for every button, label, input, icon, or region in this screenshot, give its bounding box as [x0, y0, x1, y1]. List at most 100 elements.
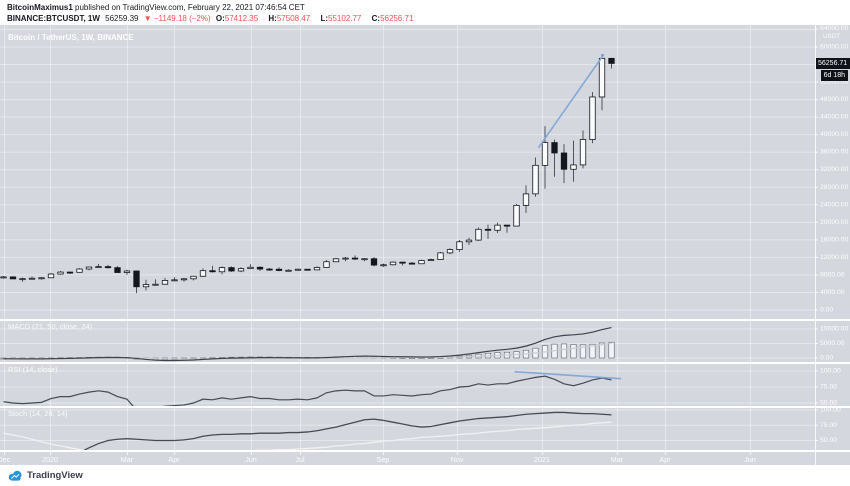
- candle: [380, 263, 387, 267]
- axis-label: 60000.00: [820, 44, 849, 51]
- close-value: C:56256.71: [371, 14, 414, 23]
- candle: [228, 266, 235, 272]
- axis-label: 75.00: [820, 422, 837, 429]
- candle: [152, 279, 159, 286]
- candle: [484, 224, 492, 239]
- candle: [513, 203, 520, 227]
- candle: [237, 267, 245, 273]
- candle: [389, 261, 397, 266]
- time-axis[interactable]: Dec 2020 Mar Apr Jun Jul Sep Nov 2021 Mar Apr Jun: [0, 452, 756, 464]
- candle: [342, 257, 349, 262]
- candle: [142, 279, 150, 291]
- axis-label: 48000.00: [820, 96, 849, 103]
- tradingview-logo-icon[interactable]: [7, 469, 23, 482]
- axis-label: 10000.00: [820, 326, 849, 333]
- candle: [266, 267, 273, 271]
- candle: [9, 276, 17, 280]
- axis-label: 32000.00: [820, 166, 849, 173]
- candle: [133, 270, 140, 294]
- axis-label: Jun: [245, 455, 257, 464]
- axis-label: 100.00: [820, 407, 841, 414]
- candle: [437, 251, 444, 261]
- trendline-price: [537, 53, 605, 149]
- stoch-pane-plot: [3, 411, 612, 451]
- chart-legend-title[interactable]: Bitcoin / TetherUS, 1W, BINANCE: [8, 33, 134, 42]
- axis-label: Jun: [744, 455, 756, 464]
- axis-label: 50.00: [820, 437, 837, 444]
- candle: [275, 267, 283, 272]
- chart-canvas[interactable]: 64000.00USDT60000.0056000.0052000.004800…: [0, 25, 850, 465]
- axis-label: 2020: [42, 455, 58, 464]
- axis-label: 12000.00: [820, 254, 849, 261]
- candle: [560, 144, 568, 184]
- axis-label: 24000.00: [820, 201, 849, 208]
- price-change-text: ▼ −1149.18 (−2%): [143, 14, 211, 23]
- axis-label: 44000.00: [820, 114, 849, 121]
- candle: [503, 224, 511, 233]
- chart-region[interactable]: 64000.00USDT60000.0056000.0052000.004800…: [0, 25, 850, 465]
- rsi-pane-plot: [3, 370, 622, 406]
- candlestick-series: [0, 54, 615, 294]
- axis-label: 28000.00: [820, 184, 849, 191]
- candle: [361, 258, 368, 262]
- axis-label: 8000.00: [820, 271, 845, 278]
- candle: [532, 157, 539, 197]
- axis-label: 16000.00: [820, 236, 849, 243]
- candle: [522, 185, 530, 213]
- bar-countdown-badge: 6d 18h: [820, 69, 848, 81]
- candle: [161, 278, 169, 285]
- stoch-indicator-label[interactable]: Stoch (14, 28, 14): [8, 409, 68, 418]
- candle: [76, 268, 83, 273]
- candle: [95, 263, 102, 269]
- axis-label: USDT: [823, 33, 840, 40]
- rsi-indicator-label[interactable]: RSI (14, close): [8, 365, 58, 374]
- axis-label: 20000.00: [820, 219, 849, 226]
- symbol-title[interactable]: BINANCE:BTCUSDT, 1W: [7, 14, 100, 23]
- candle: [551, 139, 558, 177]
- trendline-rsi-divergence: [514, 370, 622, 380]
- candle: [294, 268, 302, 271]
- macd-indicator-label[interactable]: MACD (21, 50, close, 24): [8, 322, 93, 331]
- price-axis[interactable]: 64000.00USDT60000.0056000.0052000.004800…: [815, 25, 849, 465]
- axis-label: 2021: [534, 455, 550, 464]
- rsi-line: [3, 375, 612, 406]
- macd-histogram-bar: [560, 343, 568, 359]
- candle: [28, 276, 36, 280]
- candle: [608, 57, 615, 69]
- candle: [66, 271, 74, 274]
- axis-label: Jul: [295, 455, 305, 464]
- pane-separators: [0, 319, 850, 452]
- candle: [579, 130, 587, 169]
- tradingview-brand[interactable]: TradingView: [27, 470, 83, 481]
- candle: [418, 259, 425, 265]
- author-name[interactable]: BitcoinMaximus1: [7, 3, 73, 12]
- tradingview-footer: TradingView: [0, 465, 850, 486]
- axis-label: 75.00: [820, 384, 837, 391]
- candle: [104, 264, 112, 269]
- axis-label: Dec: [0, 455, 11, 464]
- candle: [285, 269, 292, 272]
- publication-meta: published on TradingView.com, February 2…: [72, 3, 305, 12]
- candle: [57, 270, 64, 275]
- macd-histogram-bar: [570, 344, 577, 359]
- candle: [323, 259, 330, 268]
- candle: [0, 276, 7, 279]
- candle: [313, 266, 321, 271]
- axis-label: 0.00: [820, 307, 833, 314]
- candle: [456, 240, 463, 252]
- candle: [589, 92, 596, 144]
- candle: [427, 258, 435, 261]
- candle: [47, 272, 55, 279]
- high-value: H:57508.47: [268, 14, 311, 23]
- candle: [408, 261, 416, 265]
- open-value: O:57412.35: [215, 14, 259, 23]
- macd-line: [3, 326, 612, 362]
- candle: [399, 261, 406, 266]
- axis-label: 5000.00: [820, 340, 845, 347]
- candle: [304, 268, 311, 271]
- candle: [38, 277, 45, 280]
- last-price-badge: 56256.71: [816, 58, 850, 69]
- axis-label: Mar: [611, 455, 624, 464]
- candle: [351, 255, 359, 261]
- axis-label: Apr: [168, 455, 180, 464]
